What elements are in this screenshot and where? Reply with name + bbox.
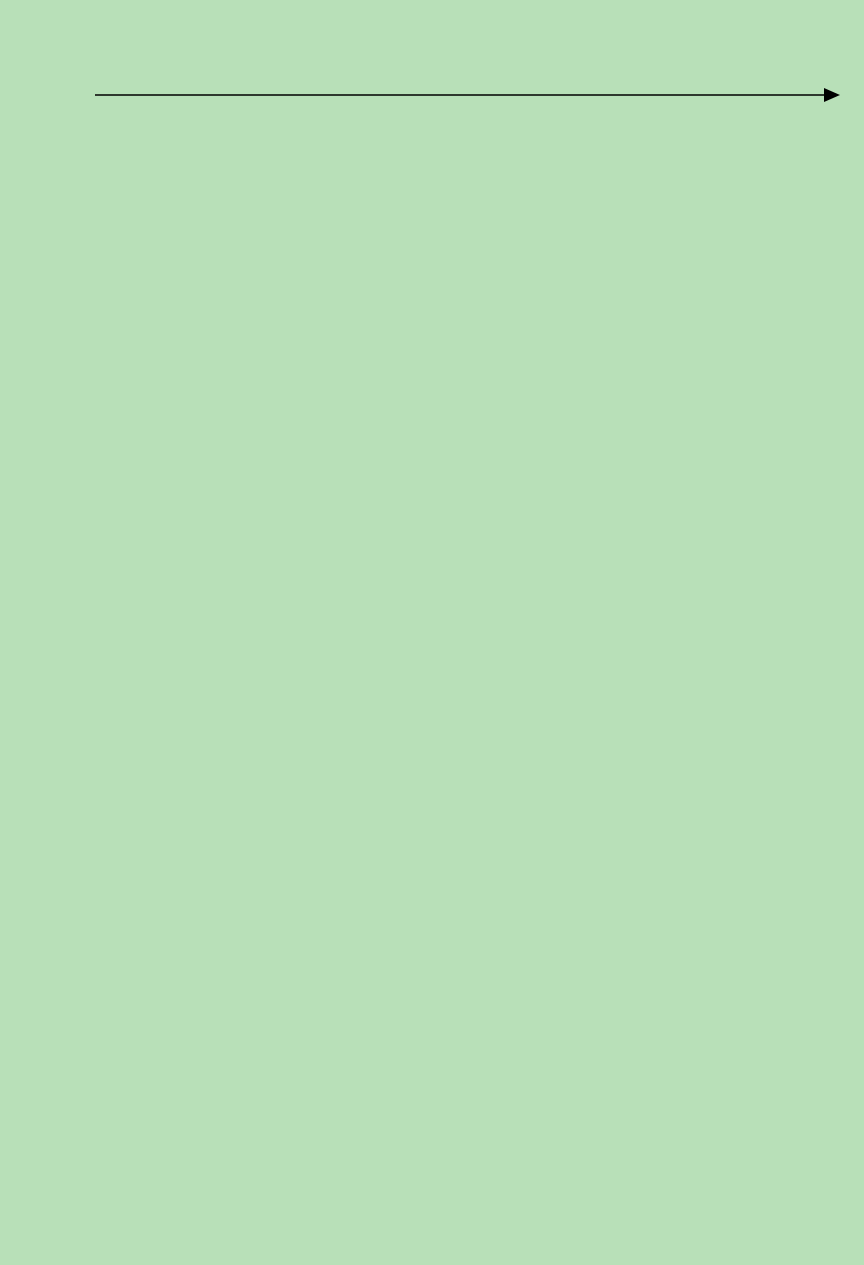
svg-marker-1 <box>824 88 840 102</box>
